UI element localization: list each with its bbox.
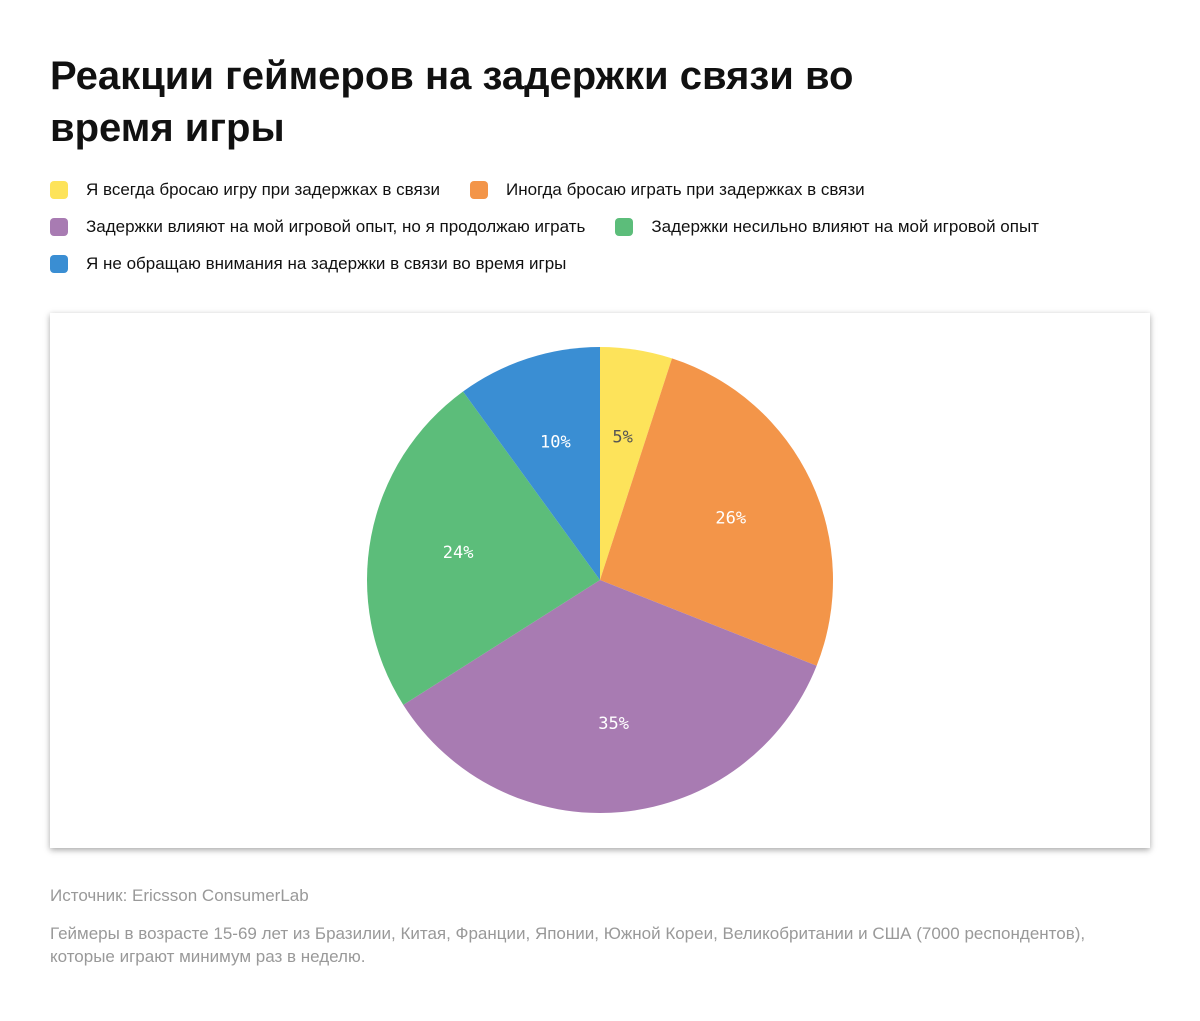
legend-label: Задержки несильно влияют на мой игровой … bbox=[651, 217, 1039, 236]
pie-slice bbox=[403, 580, 817, 813]
legend-item: Я всегда бросаю игру при задержках в свя… bbox=[50, 178, 440, 202]
data-label: 5% bbox=[612, 427, 632, 447]
data-label: 26% bbox=[715, 508, 746, 528]
legend-swatch bbox=[615, 218, 634, 236]
legend-label: Задержки влияют на мой игровой опыт, но … bbox=[86, 217, 586, 236]
legend-item: Задержки влияют на мой игровой опыт, но … bbox=[50, 215, 585, 239]
legend: Я всегда бросаю игру при задержках в свя… bbox=[50, 178, 1165, 276]
pie-slice bbox=[463, 347, 600, 580]
legend-label: Я не обращаю внимания на задержки в связ… bbox=[86, 254, 567, 273]
legend-label: Иногда бросаю играть при задержках в свя… bbox=[506, 180, 865, 199]
data-label: 10% bbox=[540, 433, 571, 453]
legend-swatch bbox=[50, 218, 68, 236]
data-label: 35% bbox=[598, 714, 629, 734]
legend-item: Иногда бросаю играть при задержках в свя… bbox=[470, 178, 865, 202]
data-label: 24% bbox=[443, 543, 474, 563]
note: Геймеры в возрасте 15-69 лет из Бразилии… bbox=[50, 924, 1086, 966]
legend-label: Я всегда бросаю игру при задержках в свя… bbox=[86, 180, 440, 199]
pie-slice bbox=[600, 358, 833, 666]
legend-swatch bbox=[50, 255, 68, 273]
legend-swatch bbox=[470, 181, 488, 199]
legend-swatch bbox=[50, 181, 68, 199]
chart: 5% 26% 35% 24% 10% bbox=[367, 347, 833, 813]
pie-slice bbox=[600, 347, 673, 580]
legend-item: Я не обращаю внимания на задержки в связ… bbox=[50, 252, 566, 276]
pie-slice bbox=[367, 391, 600, 705]
chart-box: 5% 26% 35% 24% 10% bbox=[50, 313, 1150, 848]
legend-item: Задержки несильно влияют на мой игровой … bbox=[615, 215, 1039, 239]
source: Источник: Ericsson ConsumerLab bbox=[50, 886, 309, 905]
chart-title: Реакции геймеров на задержки связи во вр… bbox=[50, 54, 854, 150]
